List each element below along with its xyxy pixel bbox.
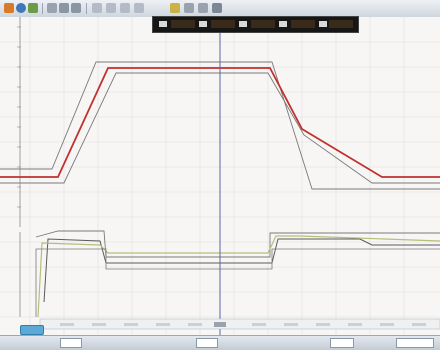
time-ruler bbox=[39, 318, 440, 330]
readout-cell bbox=[251, 20, 275, 28]
readout-cell bbox=[291, 20, 315, 28]
zoom-out-icon[interactable] bbox=[71, 3, 81, 13]
lower-envelope-trace bbox=[0, 72, 440, 184]
measure-icon[interactable] bbox=[134, 3, 144, 13]
readout-cell bbox=[211, 20, 235, 28]
open-icon[interactable] bbox=[4, 3, 14, 13]
readout-cell bbox=[329, 20, 353, 28]
status-field[interactable] bbox=[330, 338, 354, 348]
run-icon[interactable] bbox=[184, 3, 194, 13]
left-axis bbox=[17, 17, 21, 317]
lower-channel-baseline-trace bbox=[35, 248, 440, 317]
save-icon[interactable] bbox=[16, 3, 26, 13]
upper-envelope-trace bbox=[0, 61, 440, 190]
readout-cell bbox=[171, 20, 195, 28]
lower-channel-secondary-trace bbox=[37, 235, 440, 318]
cursor-icon[interactable] bbox=[47, 3, 57, 13]
status-field[interactable] bbox=[196, 338, 218, 348]
readout-tag bbox=[319, 21, 327, 27]
marker-icon[interactable] bbox=[106, 3, 116, 13]
stop-icon[interactable] bbox=[198, 3, 208, 13]
toolbar-separator bbox=[86, 3, 87, 14]
waveform-canvas[interactable] bbox=[0, 17, 440, 335]
readout-tag bbox=[159, 21, 167, 27]
readout-tag bbox=[199, 21, 207, 27]
mode-toggle-button[interactable] bbox=[20, 325, 44, 335]
pan-icon[interactable] bbox=[92, 3, 102, 13]
grid-icon[interactable] bbox=[120, 3, 130, 13]
trigger-icon[interactable] bbox=[170, 3, 180, 13]
readout-tag bbox=[279, 21, 287, 27]
main-trace bbox=[0, 67, 440, 178]
status-field[interactable] bbox=[396, 338, 434, 348]
settings-icon[interactable] bbox=[28, 3, 38, 13]
filter-icon[interactable] bbox=[212, 3, 222, 13]
toolbar-separator bbox=[42, 3, 43, 14]
status-bar bbox=[0, 335, 440, 350]
zoom-in-icon[interactable] bbox=[59, 3, 69, 13]
status-field[interactable] bbox=[60, 338, 82, 348]
waveform-plot[interactable] bbox=[0, 17, 440, 335]
measurement-readout bbox=[152, 16, 359, 33]
readout-tag bbox=[239, 21, 247, 27]
